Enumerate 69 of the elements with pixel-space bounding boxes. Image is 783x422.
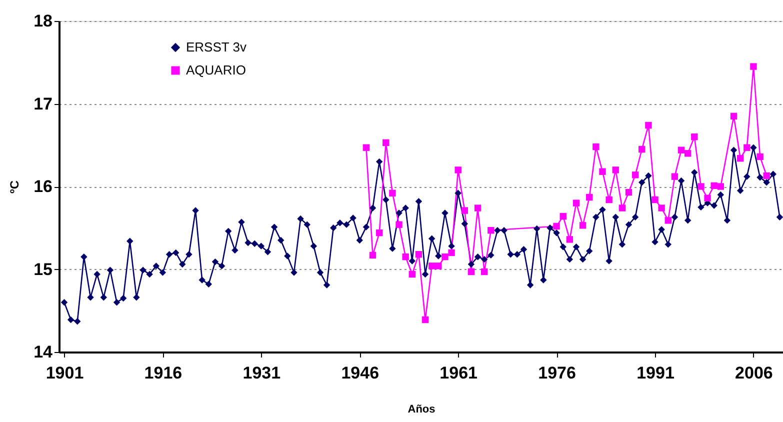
point <box>560 212 566 220</box>
point <box>671 173 678 180</box>
point <box>698 183 704 190</box>
legend-label: ERSST 3v <box>186 40 247 54</box>
point <box>572 200 580 206</box>
x-tick-label: 1991 <box>636 364 674 382</box>
point <box>428 262 436 270</box>
x-tick-label: 1961 <box>440 364 478 382</box>
x-axis-title: Años <box>408 404 436 416</box>
point <box>717 183 724 190</box>
point <box>474 204 482 212</box>
point <box>592 143 600 150</box>
point <box>454 166 462 174</box>
point <box>756 153 764 160</box>
x-tick-label: 1916 <box>144 364 182 382</box>
point <box>750 63 757 70</box>
point <box>389 190 396 196</box>
point <box>606 196 612 204</box>
point <box>652 196 658 204</box>
point <box>468 268 475 276</box>
point <box>396 221 402 228</box>
point <box>736 155 744 162</box>
point <box>480 268 488 276</box>
point <box>744 144 750 151</box>
point <box>553 222 560 230</box>
point <box>658 204 665 212</box>
point <box>730 112 738 120</box>
point <box>691 133 698 140</box>
point <box>664 217 672 224</box>
x-tick-label: 1976 <box>538 364 576 382</box>
point <box>415 251 422 258</box>
point <box>678 146 685 154</box>
point <box>461 207 468 214</box>
y-tick-label: 18 <box>34 12 52 30</box>
legend-label: AQUARIO <box>186 62 246 78</box>
point <box>422 316 429 324</box>
point <box>408 270 416 278</box>
x-tick-label: 1946 <box>341 364 380 382</box>
point <box>625 188 632 196</box>
point <box>579 222 586 229</box>
x-tick-label: 2006 <box>735 364 773 382</box>
point <box>566 236 574 243</box>
point <box>369 252 376 259</box>
point <box>362 144 370 151</box>
point <box>435 262 442 270</box>
y-tick-label: 16 <box>34 177 52 196</box>
point <box>645 122 652 129</box>
point <box>402 253 409 260</box>
y-tick-label: 14 <box>34 342 54 362</box>
point <box>488 227 494 234</box>
point <box>710 182 718 190</box>
x-tick-label: 1901 <box>46 364 84 382</box>
point <box>704 194 711 202</box>
point <box>638 146 646 153</box>
point <box>586 194 593 201</box>
point <box>632 172 639 178</box>
point <box>382 139 390 146</box>
point <box>376 229 383 236</box>
point <box>763 172 770 180</box>
x-tick-label: 1931 <box>242 364 281 382</box>
point <box>442 253 448 260</box>
point <box>684 150 692 157</box>
point <box>612 166 619 174</box>
y-tick-label: 17 <box>34 94 52 114</box>
point <box>599 168 606 175</box>
y-axis-title: ºC <box>8 180 22 194</box>
point <box>618 204 626 212</box>
y-tick-label: 15 <box>34 260 52 279</box>
point <box>448 249 455 256</box>
